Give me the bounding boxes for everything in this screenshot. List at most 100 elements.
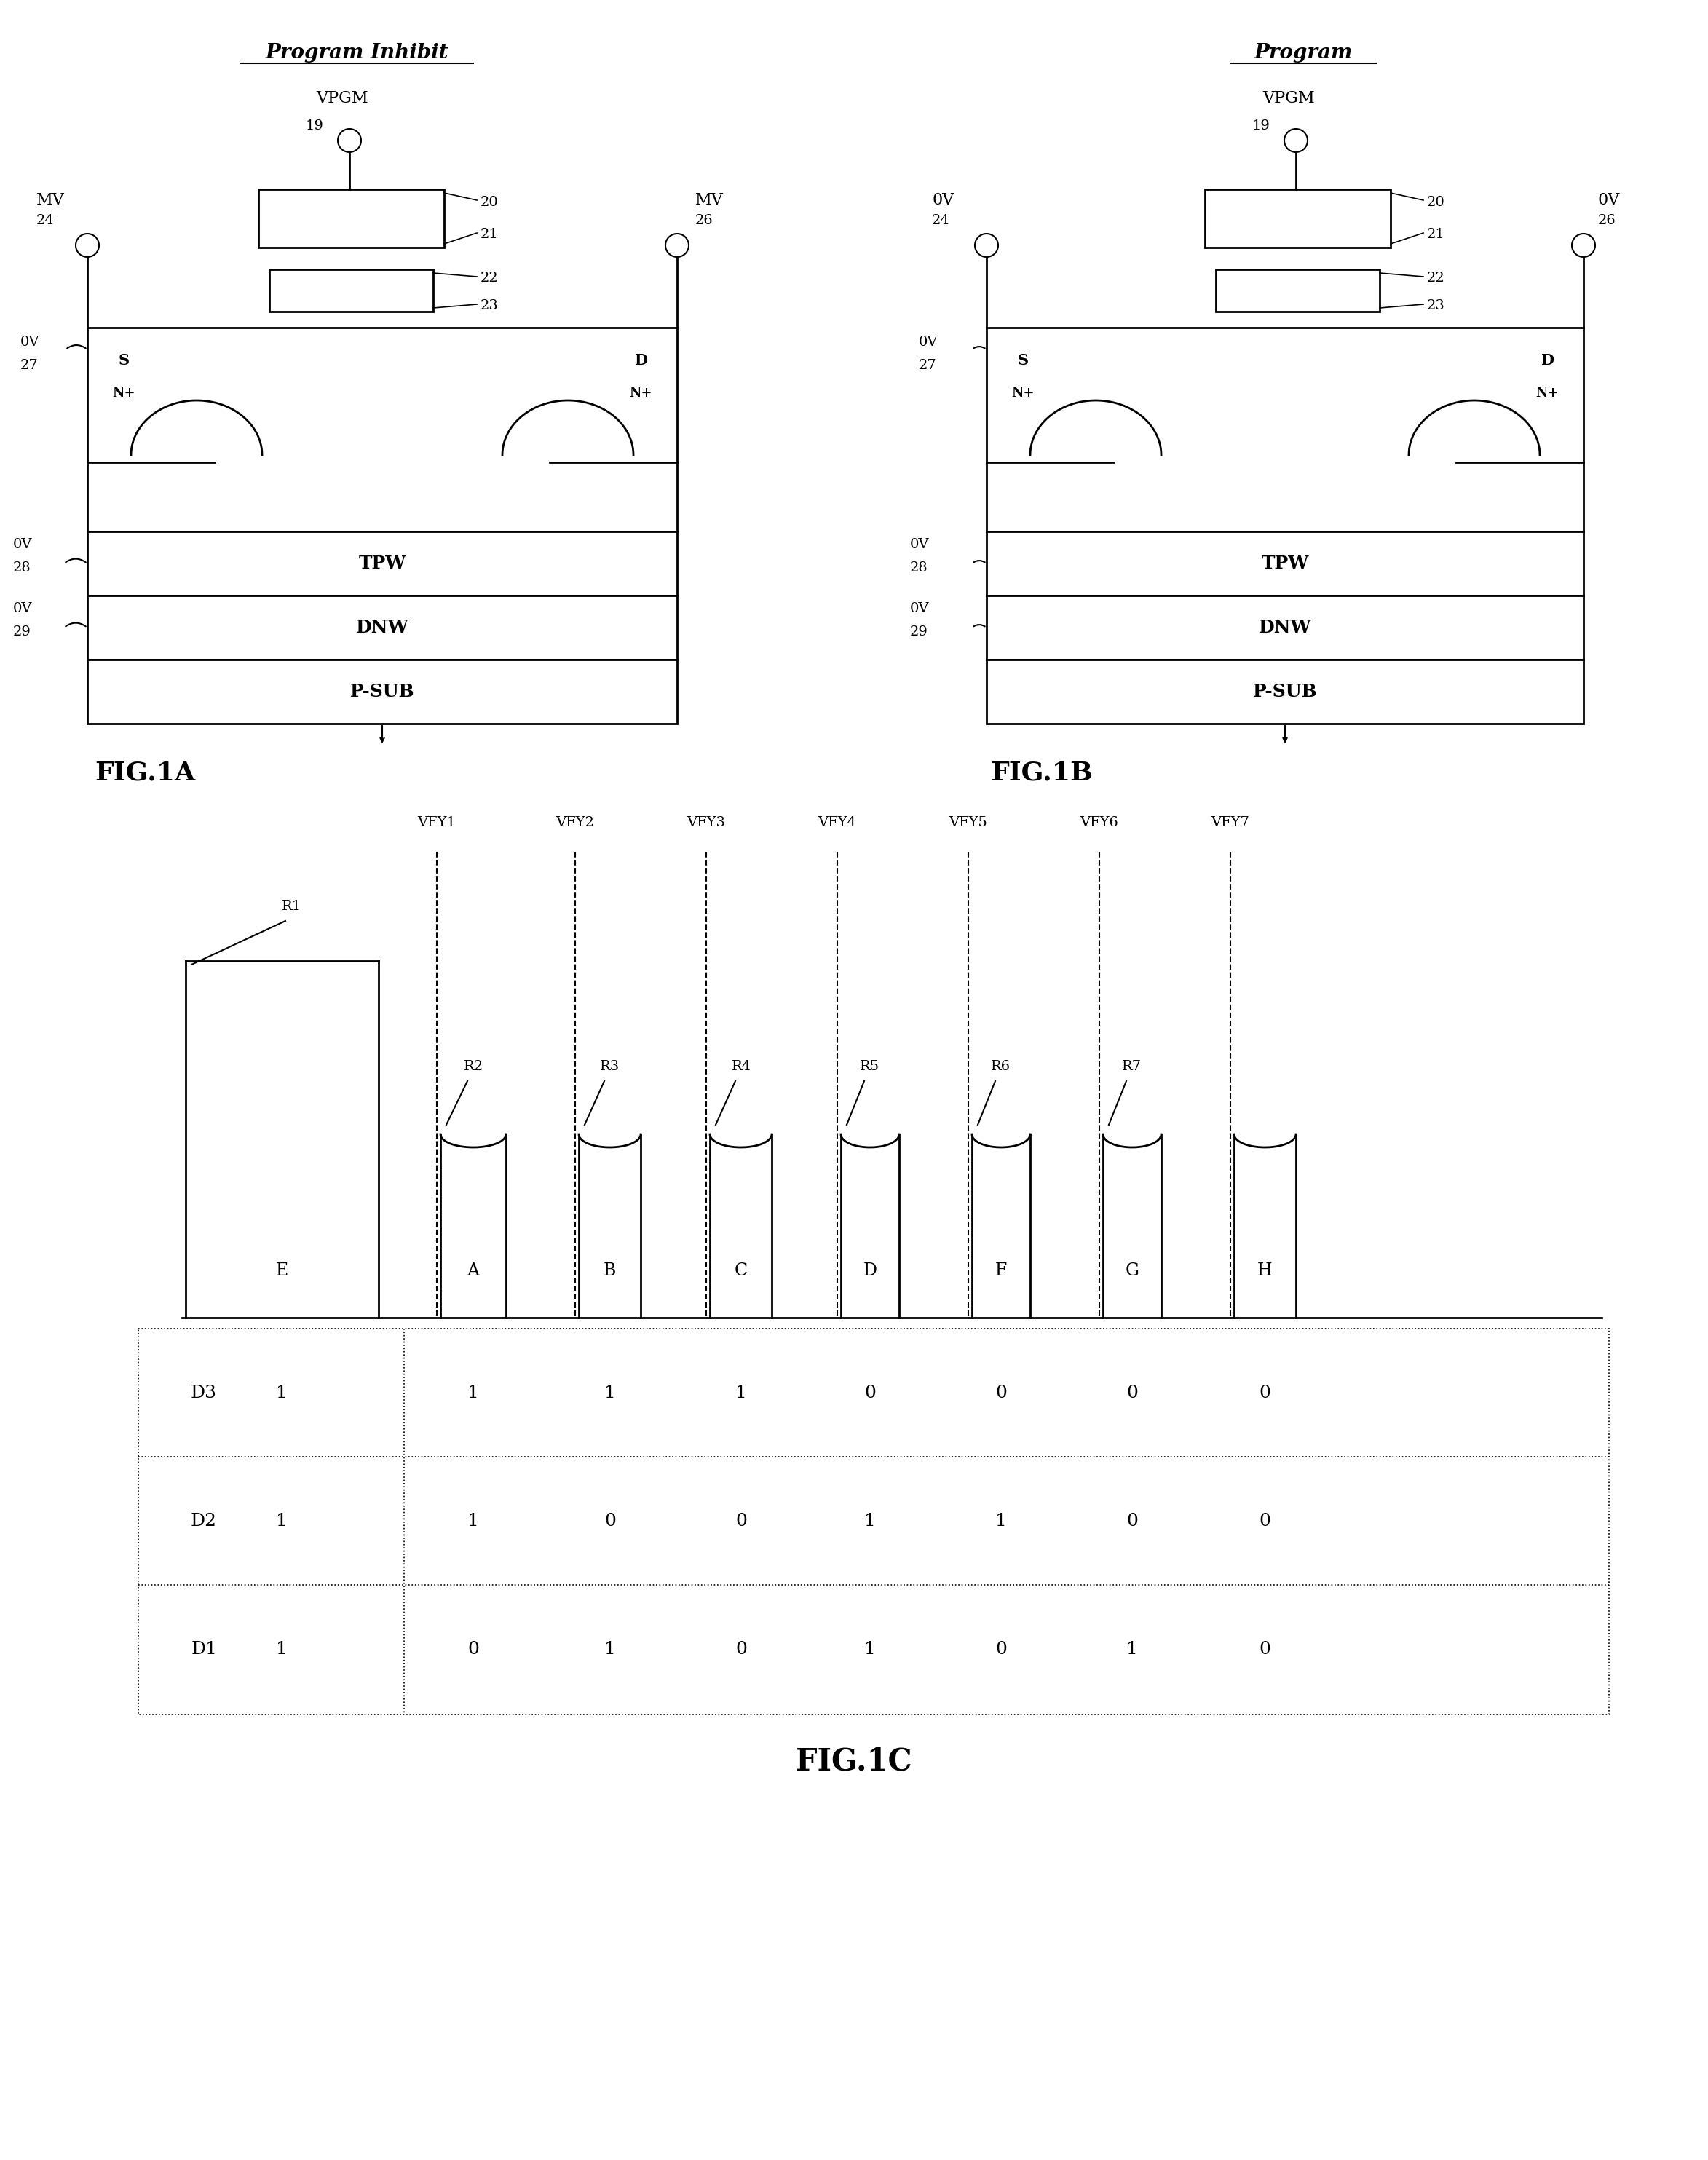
Text: 0: 0 <box>864 1385 876 1402</box>
Text: R1: R1 <box>282 901 301 914</box>
Text: 20: 20 <box>1426 197 1445 210</box>
Bar <box>1216 270 1380 311</box>
Bar <box>987 659 1583 724</box>
Text: VFY6: VFY6 <box>1079 816 1119 829</box>
Text: 0V: 0V <box>14 603 32 616</box>
Text: 1: 1 <box>1126 1642 1138 1657</box>
Text: 0: 0 <box>736 1512 746 1529</box>
Text: 0: 0 <box>1259 1512 1271 1529</box>
Text: 0: 0 <box>468 1642 478 1657</box>
Text: R5: R5 <box>861 1061 880 1074</box>
Bar <box>987 531 1583 596</box>
Text: 0: 0 <box>996 1642 1006 1657</box>
Bar <box>87 596 676 659</box>
Text: 1: 1 <box>864 1512 876 1529</box>
Text: 21: 21 <box>1426 227 1445 242</box>
Text: 24: 24 <box>36 214 55 227</box>
Text: 0V: 0V <box>919 335 938 348</box>
Text: 26: 26 <box>695 214 714 227</box>
Text: FIG.1B: FIG.1B <box>991 760 1093 784</box>
Text: 19: 19 <box>1252 119 1271 132</box>
Bar <box>270 270 434 311</box>
Text: 27: 27 <box>919 359 936 372</box>
Text: 0V: 0V <box>14 538 32 551</box>
Text: A: A <box>466 1261 480 1279</box>
Text: 0V: 0V <box>910 603 929 616</box>
Text: 1: 1 <box>277 1385 287 1402</box>
Text: 26: 26 <box>1599 214 1616 227</box>
Text: 1: 1 <box>277 1512 287 1529</box>
Text: TPW: TPW <box>359 555 407 572</box>
Text: 0V: 0V <box>910 538 929 551</box>
Text: 1: 1 <box>996 1512 1006 1529</box>
Text: N+: N+ <box>113 387 135 400</box>
Text: 22: 22 <box>1426 272 1445 285</box>
Bar <box>987 328 1583 531</box>
Bar <box>87 328 676 531</box>
Text: S: S <box>1018 352 1028 367</box>
Text: D: D <box>634 352 647 367</box>
Bar <box>87 659 676 724</box>
Text: VFY2: VFY2 <box>555 816 594 829</box>
Text: Program Inhibit: Program Inhibit <box>265 43 447 63</box>
Text: 19: 19 <box>306 119 325 132</box>
Text: 0V: 0V <box>20 335 39 348</box>
Text: E: E <box>275 1261 289 1279</box>
Text: D2: D2 <box>191 1512 217 1529</box>
Text: G: G <box>1126 1261 1139 1279</box>
Text: 1: 1 <box>736 1385 746 1402</box>
Bar <box>87 531 676 596</box>
Text: 28: 28 <box>14 562 31 575</box>
Text: 0: 0 <box>1259 1642 1271 1657</box>
Text: D: D <box>1541 352 1554 367</box>
Text: 23: 23 <box>1426 300 1445 313</box>
Text: P-SUB: P-SUB <box>350 683 415 700</box>
Text: 29: 29 <box>14 626 31 639</box>
Text: Program: Program <box>1254 43 1353 63</box>
Text: 22: 22 <box>480 272 499 285</box>
Text: MV: MV <box>695 192 724 207</box>
Text: 28: 28 <box>910 562 927 575</box>
Text: S: S <box>118 352 130 367</box>
Text: 0: 0 <box>1259 1385 1271 1402</box>
Text: VFY3: VFY3 <box>687 816 726 829</box>
Text: 0: 0 <box>1126 1385 1138 1402</box>
Text: 29: 29 <box>910 626 927 639</box>
Text: 1: 1 <box>468 1512 478 1529</box>
Text: 0V: 0V <box>1599 192 1621 207</box>
Text: R7: R7 <box>1122 1061 1143 1074</box>
Text: D3: D3 <box>191 1385 217 1402</box>
Text: C: C <box>734 1261 748 1279</box>
Bar <box>258 190 444 248</box>
Text: 23: 23 <box>480 300 499 313</box>
Text: 1: 1 <box>605 1385 617 1402</box>
Text: R2: R2 <box>463 1061 483 1074</box>
Text: P-SUB: P-SUB <box>1252 683 1317 700</box>
Bar <box>1204 190 1390 248</box>
Text: D: D <box>863 1261 876 1279</box>
Text: 0: 0 <box>736 1642 746 1657</box>
Text: VFY5: VFY5 <box>950 816 987 829</box>
Text: N+: N+ <box>629 387 652 400</box>
Text: FIG.1A: FIG.1A <box>94 760 195 784</box>
Bar <box>987 596 1583 659</box>
Text: 1: 1 <box>605 1642 617 1657</box>
Text: N+: N+ <box>1535 387 1559 400</box>
Text: H: H <box>1257 1261 1272 1279</box>
Text: 0V: 0V <box>933 192 955 207</box>
Text: FIG.1C: FIG.1C <box>796 1747 912 1778</box>
Bar <box>138 1328 1609 1715</box>
Text: VPGM: VPGM <box>1262 91 1315 106</box>
Text: 1: 1 <box>277 1642 287 1657</box>
Text: 1: 1 <box>864 1642 876 1657</box>
Text: 24: 24 <box>933 214 950 227</box>
Text: 27: 27 <box>20 359 38 372</box>
Text: VFY4: VFY4 <box>818 816 856 829</box>
Text: VFY1: VFY1 <box>417 816 456 829</box>
Text: DNW: DNW <box>1259 618 1312 637</box>
Text: VFY7: VFY7 <box>1211 816 1250 829</box>
Text: 0: 0 <box>1126 1512 1138 1529</box>
Text: B: B <box>603 1261 617 1279</box>
Text: D1: D1 <box>191 1642 217 1657</box>
Text: 0: 0 <box>605 1512 617 1529</box>
